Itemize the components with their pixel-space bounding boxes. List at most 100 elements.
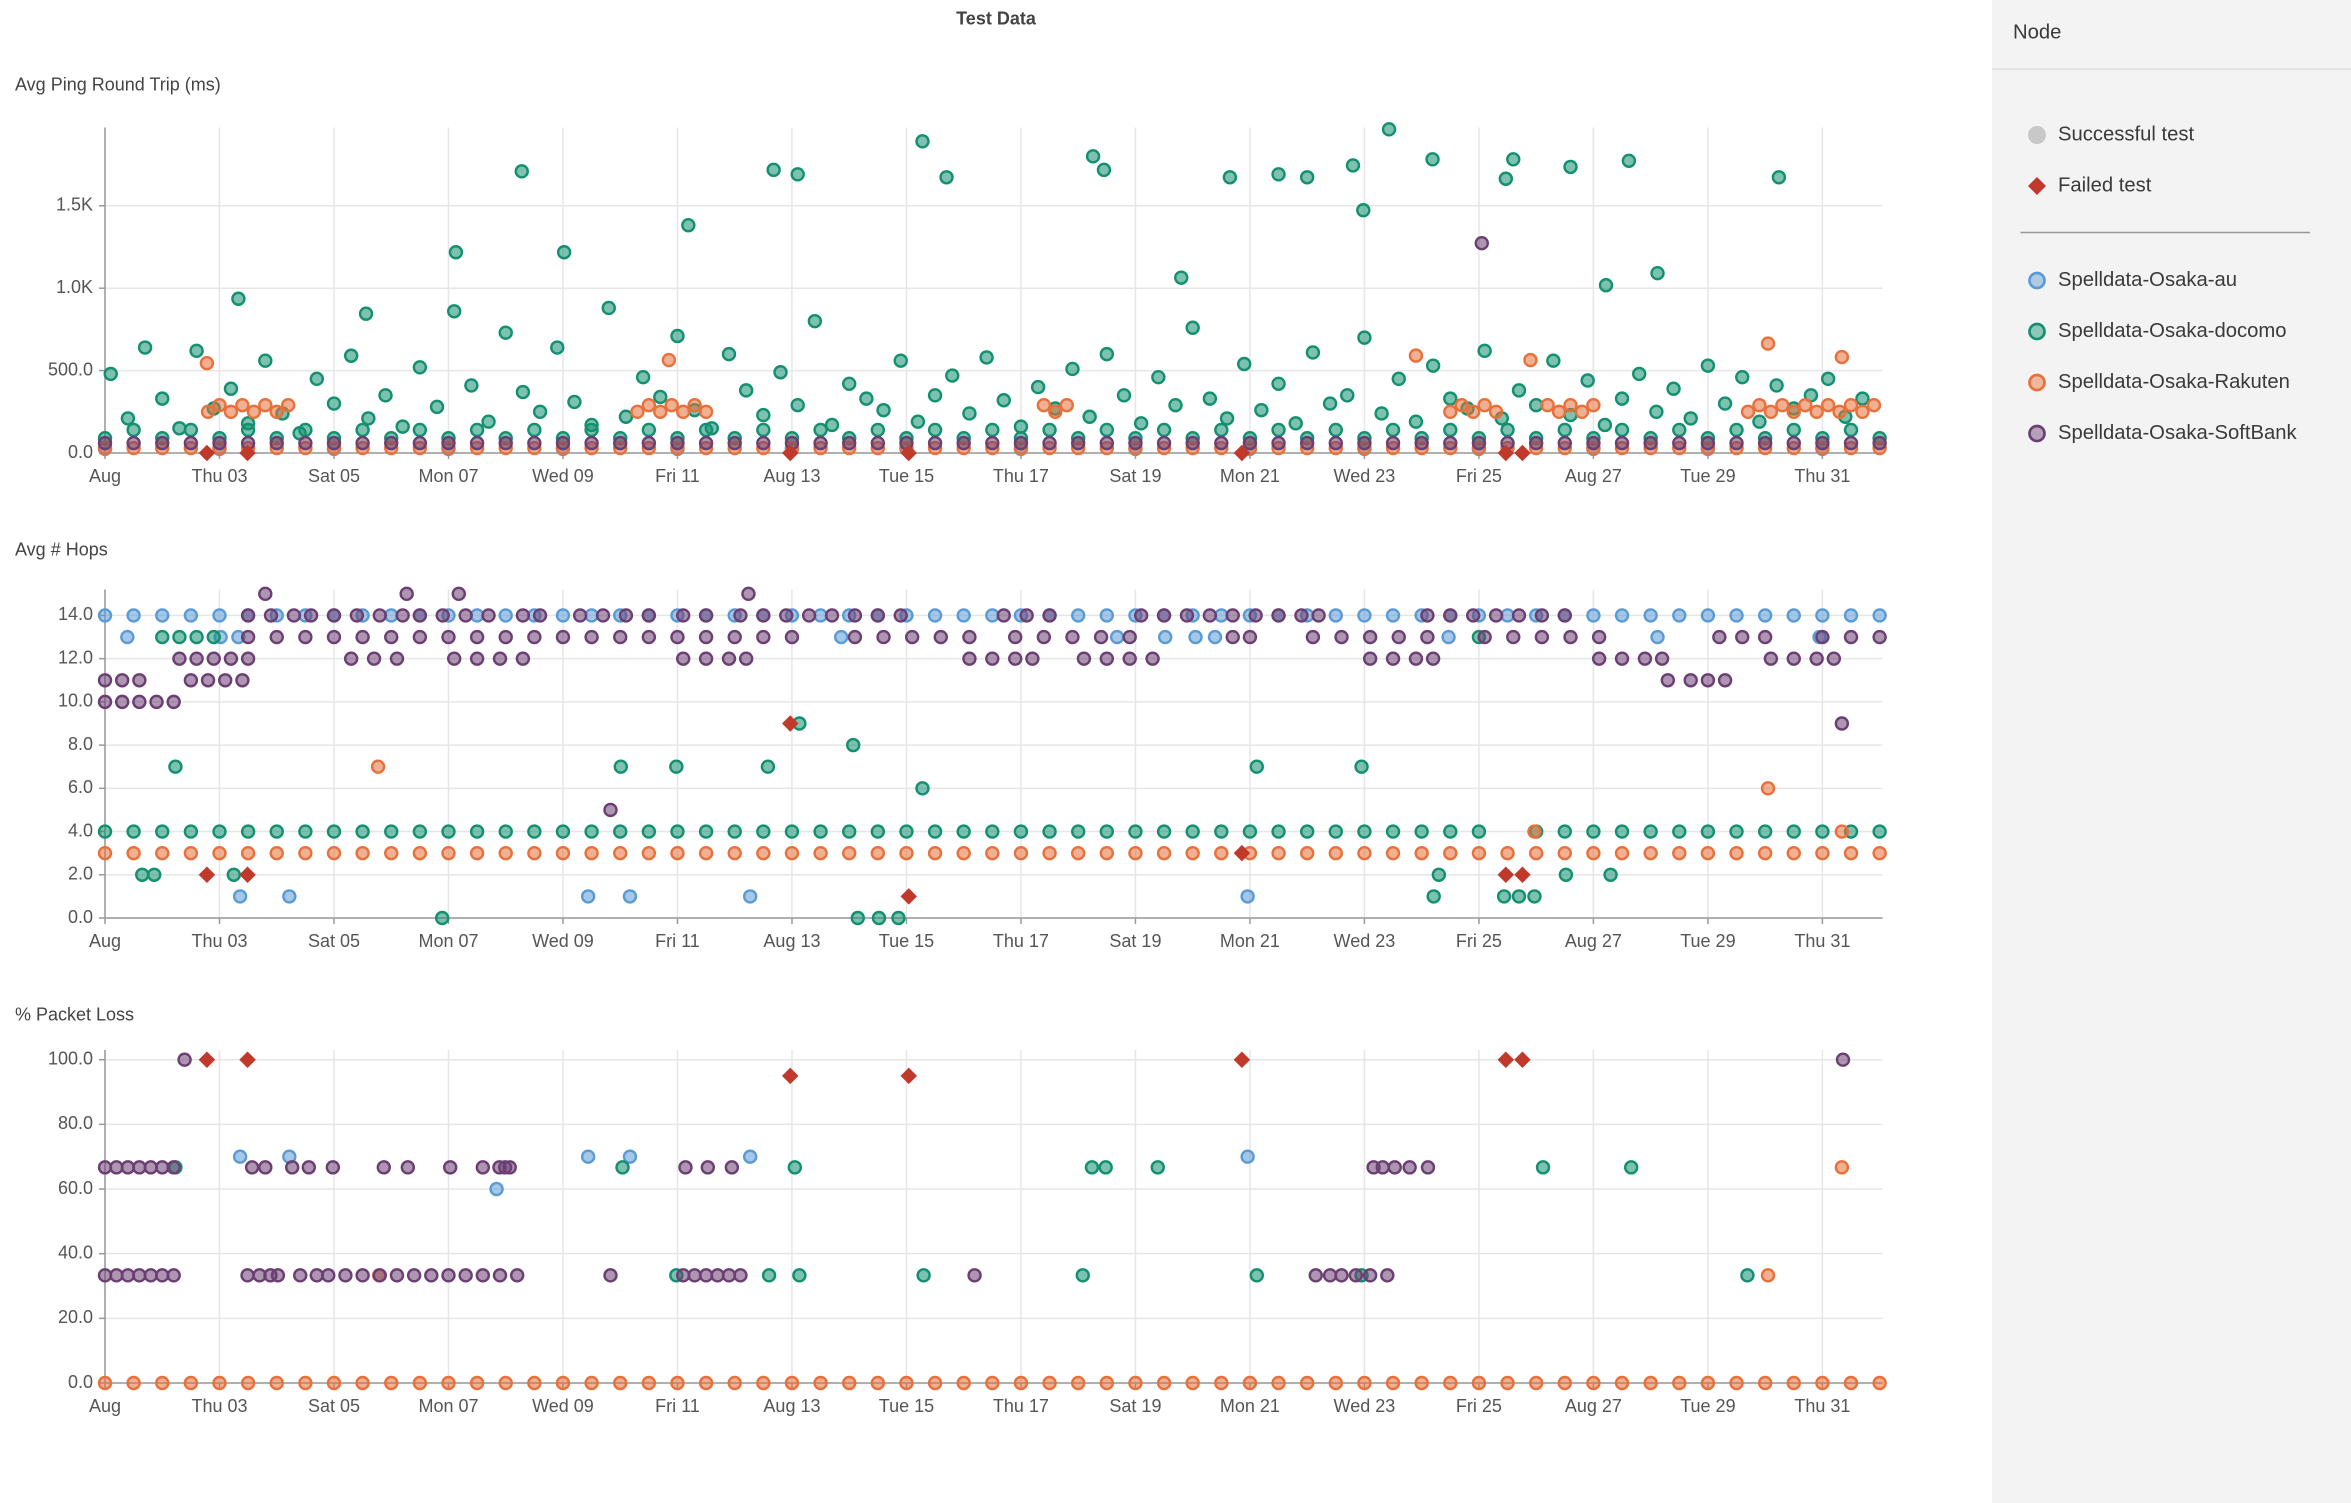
legend-label: Spelldata-Osaka-SoftBank	[2058, 422, 2298, 444]
data-point	[956, 1375, 971, 1391]
data-point	[1168, 398, 1183, 413]
x-tick-label: Thu 17	[993, 1396, 1049, 1416]
data-point	[218, 673, 233, 688]
data-point	[1019, 608, 1034, 623]
data-point	[698, 1268, 714, 1283]
data-point	[1357, 845, 1372, 861]
data-point	[1151, 369, 1166, 385]
data-point	[384, 629, 399, 645]
data-point	[1763, 651, 1779, 666]
data-point	[842, 845, 857, 861]
failed-test-point	[198, 866, 216, 884]
x-tick-label: Sat 05	[308, 931, 360, 951]
data-point	[223, 651, 239, 666]
data-point	[1328, 422, 1343, 438]
data-point	[441, 629, 456, 645]
data-point	[269, 845, 284, 861]
data-point	[1815, 1375, 1830, 1391]
data-point	[727, 1375, 742, 1391]
data-point	[515, 651, 531, 666]
data-point	[1534, 608, 1550, 623]
x-tick-label: Sat 19	[1109, 931, 1161, 951]
data-point	[1385, 1375, 1401, 1391]
data-point	[962, 406, 977, 421]
data-point	[527, 435, 542, 451]
legend-item[interactable]: Spelldata-Osaka-au	[2028, 269, 2237, 291]
data-point	[1334, 1268, 1349, 1283]
data-point	[412, 845, 428, 861]
data-point	[1385, 608, 1401, 623]
data-point	[1202, 608, 1218, 623]
legend-item[interactable]: Spelldata-Osaka-SoftBank	[2028, 422, 2298, 444]
data-point	[527, 422, 542, 438]
data-point	[675, 1268, 691, 1283]
data-point	[1425, 358, 1441, 373]
data-point	[1643, 1375, 1658, 1391]
data-point	[240, 845, 256, 861]
data-point	[502, 1160, 517, 1175]
y-tick-label: 12.0	[58, 647, 93, 667]
x-tick-label: Tue 29	[1680, 466, 1735, 486]
data-point	[1380, 1268, 1395, 1283]
data-point	[1729, 824, 1744, 839]
data-point	[240, 629, 256, 645]
data-point	[1586, 398, 1601, 413]
data-point	[899, 845, 914, 861]
y-tick-label: 100.0	[48, 1048, 93, 1068]
data-point	[269, 404, 284, 419]
data-point	[1385, 422, 1401, 438]
legend-item[interactable]: Failed test	[2028, 174, 2152, 196]
data-point	[1511, 608, 1527, 623]
legend-item[interactable]: Spelldata-Osaka-docomo	[2028, 320, 2287, 342]
data-point	[1322, 1268, 1338, 1283]
data-point	[1070, 608, 1086, 623]
data-point	[1036, 629, 1052, 645]
data-point	[109, 1268, 124, 1283]
data-point	[641, 1375, 657, 1391]
data-point	[1832, 404, 1847, 419]
data-point	[349, 608, 365, 623]
legend-item[interactable]: Spelldata-Osaka-Rakuten	[2028, 371, 2290, 393]
data-point	[441, 845, 456, 861]
data-point	[358, 306, 374, 321]
data-point	[149, 694, 164, 710]
data-point	[155, 608, 170, 623]
data-point	[1672, 845, 1687, 861]
data-point	[1443, 1375, 1458, 1391]
data-point	[766, 162, 781, 178]
y-tick-label: 0.0	[68, 907, 93, 927]
data-point	[183, 608, 199, 623]
data-point	[1614, 608, 1630, 623]
data-point	[1354, 759, 1369, 774]
data-point	[1872, 845, 1887, 861]
data-point	[756, 629, 771, 645]
data-point	[996, 608, 1011, 623]
data-point	[355, 824, 370, 839]
data-point	[962, 629, 977, 645]
data-point	[406, 1268, 422, 1283]
data-point	[1288, 416, 1303, 431]
data-point	[1158, 629, 1173, 645]
data-point	[1128, 1375, 1143, 1391]
data-point	[584, 824, 599, 839]
chart-title: Avg # Hops	[15, 539, 108, 559]
data-point	[355, 1268, 370, 1283]
data-point	[1500, 422, 1515, 438]
data-point	[698, 824, 714, 839]
failed-test-point	[1233, 1051, 1251, 1068]
data-point	[1271, 167, 1286, 182]
data-point	[429, 399, 445, 415]
data-point	[1650, 265, 1665, 281]
x-tick-label: Tue 15	[879, 1396, 934, 1416]
data-point	[326, 608, 342, 623]
data-point	[1712, 629, 1727, 645]
data-point	[469, 824, 485, 839]
data-point	[325, 1160, 341, 1175]
data-point	[1271, 824, 1286, 839]
legend-item[interactable]: Successful test	[2028, 123, 2195, 145]
failed-test-point	[900, 1067, 917, 1085]
data-point	[721, 651, 737, 666]
data-point	[641, 435, 657, 451]
data-point	[1013, 419, 1029, 434]
data-point	[1740, 1268, 1755, 1283]
